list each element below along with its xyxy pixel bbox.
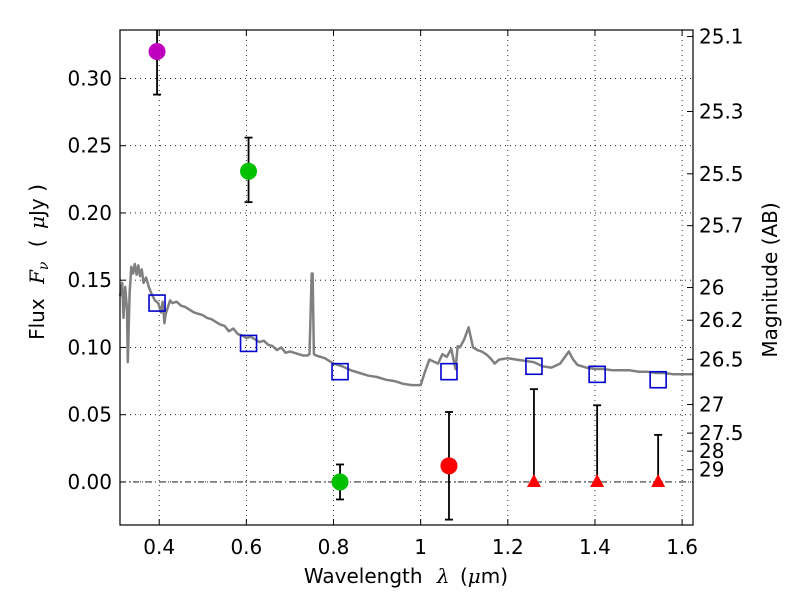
x-tick-label: 1.4: [579, 535, 611, 559]
model-spectrum-line: [118, 262, 693, 387]
x-axis-ticks: 0.4 0.6 0.8 1 1.2 1.4 1.6: [143, 30, 698, 559]
y2-tick-label: 25.1: [699, 25, 744, 49]
y2-tick-label: 25.5: [699, 162, 744, 186]
model-point-marker: [239, 334, 258, 353]
y-tick-label: 0.05: [67, 403, 112, 427]
model-point-marker: [331, 362, 349, 381]
y-tick-label: 0.10: [67, 335, 112, 359]
upper-limit-marker: [526, 473, 541, 487]
observed-flux-point: [148, 43, 166, 61]
model-point-marker: [148, 294, 166, 312]
x-axis-label: Wavelength λ (μm): [304, 564, 508, 588]
y2-tick-label: 27: [699, 393, 724, 417]
y-tick-label: 0.25: [67, 134, 112, 158]
model-point-marker: [440, 362, 458, 381]
x-tick-label: 1.2: [492, 535, 524, 559]
x-tick-label: 1: [414, 535, 427, 559]
y2-tick-label: 28: [699, 439, 724, 463]
observed-flux-point: [331, 473, 349, 491]
y2-axis-label: Magnitude (AB): [758, 202, 782, 357]
y2-tick-label: 25.3: [699, 99, 744, 123]
y2-tick-label: 25.7: [699, 214, 744, 238]
grid: [120, 30, 693, 525]
y-tick-label: 0.15: [67, 268, 112, 292]
model-points: [148, 294, 667, 389]
x-tick-label: 0.4: [143, 535, 175, 559]
model-point-marker: [649, 370, 667, 389]
model-point-marker: [588, 365, 606, 384]
observed-flux-point: [240, 162, 258, 180]
y2-tick-label: 26.5: [699, 347, 744, 371]
y2-tick-label: 29: [699, 458, 724, 482]
y2-tick-label: 27.5: [699, 421, 744, 445]
y-axis-label: Flux Fν ( μJy ): [25, 184, 53, 340]
x-tick-label: 0.8: [318, 535, 350, 559]
y2-tick-label: 26.2: [699, 308, 744, 332]
x-tick-label: 0.6: [230, 535, 262, 559]
model-spectrum: [118, 262, 693, 387]
y-tick-label: 0.30: [67, 66, 112, 90]
observations: [148, 30, 666, 521]
y2-tick-label: 26: [699, 276, 724, 300]
y-axis-ticks: 0.00 0.05 0.10 0.15 0.20 0.25 0.30: [67, 66, 126, 494]
upper-limit-marker: [651, 473, 666, 487]
y-tick-label: 0.00: [67, 470, 112, 494]
observed-flux-point: [440, 457, 458, 475]
model-point-marker: [525, 357, 543, 376]
y-tick-label: 0.20: [67, 201, 112, 225]
upper-limit-marker: [590, 473, 605, 487]
plot-frame: [119, 29, 694, 526]
x-tick-label: 1.6: [666, 535, 698, 559]
